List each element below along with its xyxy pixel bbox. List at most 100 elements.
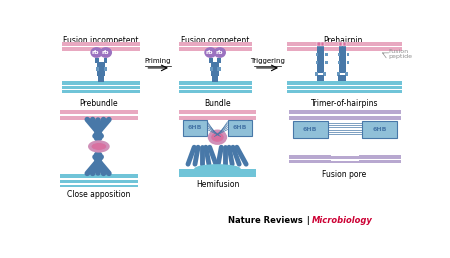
Ellipse shape [88,140,110,153]
Bar [321,42,324,46]
Bar [345,72,348,76]
Bar [347,53,349,56]
Bar [179,42,252,46]
Bar [359,155,401,159]
Bar [338,75,346,81]
Bar [217,58,221,62]
Ellipse shape [204,47,217,58]
Text: rb: rb [101,50,109,55]
Bar [343,42,346,46]
Bar [337,72,340,76]
Text: rb: rb [215,50,223,55]
Text: Priming: Priming [144,58,171,64]
Bar [289,159,331,163]
Bar [179,169,256,173]
Bar [331,161,359,163]
Bar [289,116,401,119]
Bar [179,116,256,119]
Text: Prebundle: Prebundle [80,99,118,108]
Bar [228,119,252,136]
Bar [287,86,402,90]
Ellipse shape [211,133,224,142]
Bar [287,42,402,46]
Bar [211,62,219,76]
Bar [331,156,359,159]
Bar [287,47,402,51]
Bar [316,61,318,64]
Text: rb: rb [91,50,99,55]
Bar [104,58,108,62]
Bar [338,61,340,64]
Text: Trimer-of-hairpins: Trimer-of-hairpins [311,99,378,108]
Text: 6HB: 6HB [188,125,202,131]
Bar [179,110,256,114]
Bar [183,119,207,136]
Bar [325,61,328,64]
Bar [96,67,99,71]
Text: Hemifusion: Hemifusion [196,180,239,189]
Bar [289,110,401,114]
Text: Triggering: Triggering [250,58,284,64]
Ellipse shape [91,143,107,150]
Bar [292,121,328,138]
Bar [339,46,346,73]
Bar [209,58,213,62]
Bar [97,62,105,76]
Bar [287,81,402,85]
Text: Prehairpin: Prehairpin [323,36,363,45]
Bar [316,53,318,56]
Bar [317,46,324,73]
Ellipse shape [99,47,112,58]
Bar [179,47,252,51]
Text: |: | [304,216,313,225]
Bar [323,72,326,76]
Bar [210,67,213,71]
Bar [63,42,140,46]
Bar [63,90,140,93]
Bar [217,67,220,71]
Bar [63,47,140,51]
Text: Close apposition: Close apposition [67,190,130,199]
Bar [287,90,402,93]
Bar [339,42,342,46]
Bar [63,81,140,85]
Bar [179,90,252,93]
Text: Fusion competent: Fusion competent [181,36,249,45]
Bar [98,76,104,82]
Text: Fusion
peptide: Fusion peptide [388,49,412,59]
Bar [179,86,252,90]
Ellipse shape [194,164,241,173]
Text: 6HB: 6HB [372,127,387,132]
Bar [359,159,401,163]
Bar [104,67,107,71]
Text: Fusion pore: Fusion pore [322,170,367,179]
Text: 6HB: 6HB [302,127,317,132]
Ellipse shape [90,47,103,58]
Bar [338,53,340,56]
Bar [60,185,138,187]
Bar [60,174,138,178]
Text: Bundle: Bundle [204,99,231,108]
Ellipse shape [208,130,227,145]
Text: Nature Reviews: Nature Reviews [228,216,303,225]
Bar [63,86,140,90]
Bar [212,76,218,82]
Bar [317,42,320,46]
Text: 6HB: 6HB [233,125,247,131]
Text: Microbiology: Microbiology [312,216,373,225]
Bar [179,173,256,177]
Bar [325,53,328,56]
Bar [60,180,138,183]
Bar [289,155,331,159]
Text: Fusion incompetent: Fusion incompetent [63,36,139,45]
Bar [315,72,318,76]
Bar [60,110,138,114]
Bar [95,58,99,62]
Bar [60,116,138,119]
Bar [179,81,252,85]
Bar [347,61,349,64]
Text: rb: rb [205,50,213,55]
Bar [362,121,397,138]
Ellipse shape [214,47,226,58]
Bar [317,75,324,81]
